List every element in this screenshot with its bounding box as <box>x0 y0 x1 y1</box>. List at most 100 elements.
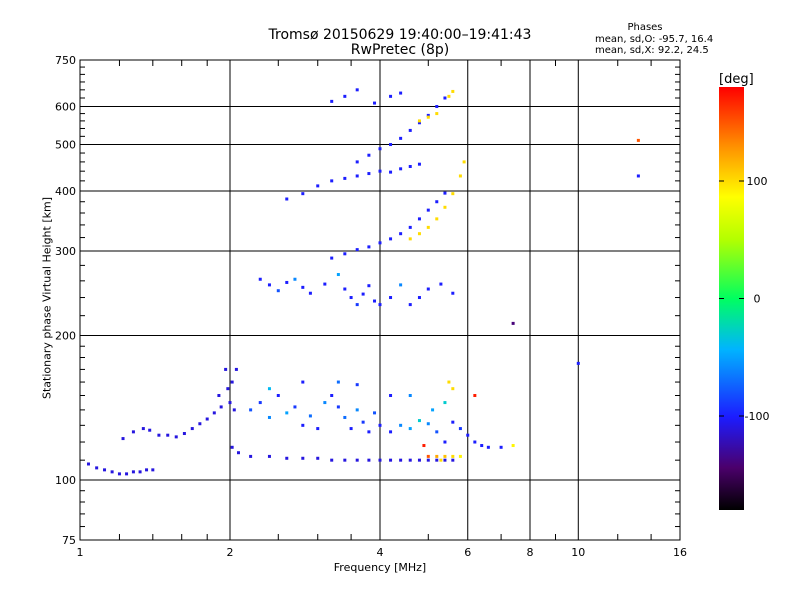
data-point <box>435 112 439 116</box>
data-point <box>323 401 327 405</box>
y-tick-label: 75 <box>62 534 76 547</box>
data-point <box>389 94 393 98</box>
data-point <box>276 289 280 293</box>
data-point <box>378 147 382 151</box>
data-point <box>293 405 297 409</box>
data-point <box>267 283 271 287</box>
data-point <box>426 422 430 426</box>
data-point <box>343 415 347 419</box>
data-point <box>330 458 334 462</box>
data-point <box>232 408 236 412</box>
data-point <box>355 248 359 252</box>
y-tick-label: 100 <box>55 474 76 487</box>
data-point <box>389 237 393 241</box>
data-point <box>417 232 421 236</box>
data-point <box>431 408 435 412</box>
data-point <box>399 458 403 462</box>
data-point <box>399 232 403 236</box>
chart-title: Tromsø 20150629 19:40:00–19:41:43 <box>268 27 532 43</box>
data-point <box>399 91 403 95</box>
data-point <box>417 296 421 300</box>
y-tick-label: 400 <box>55 185 76 198</box>
data-point <box>308 291 312 295</box>
data-point <box>166 433 170 437</box>
data-point <box>373 411 377 415</box>
data-point <box>343 458 347 462</box>
data-point <box>451 89 455 93</box>
data-point <box>511 444 515 448</box>
data-point <box>355 174 359 178</box>
colorbar-tick-label: 100 <box>747 175 768 188</box>
data-point <box>86 462 90 466</box>
data-point <box>145 468 149 472</box>
data-point <box>157 433 161 437</box>
data-point <box>267 415 271 419</box>
data-point <box>95 466 99 470</box>
data-point <box>378 241 382 245</box>
data-point <box>301 192 305 196</box>
data-point <box>336 405 340 409</box>
data-point <box>131 470 135 474</box>
data-point <box>267 454 271 458</box>
data-point <box>316 427 320 431</box>
data-point <box>451 387 455 391</box>
data-point <box>285 456 289 460</box>
data-point <box>451 291 455 295</box>
data-point <box>417 458 421 462</box>
data-point <box>576 361 580 365</box>
chart-subtitle: RwPretec (8p) <box>350 42 450 58</box>
data-point <box>228 401 232 405</box>
data-point <box>367 153 371 157</box>
data-point <box>451 454 455 458</box>
data-point <box>435 105 439 109</box>
data-point <box>234 367 238 371</box>
data-point <box>355 383 359 387</box>
data-point <box>285 280 289 284</box>
data-point <box>174 435 178 439</box>
data-point <box>212 411 216 415</box>
data-point <box>389 394 393 398</box>
data-point <box>426 225 430 229</box>
data-point <box>285 197 289 201</box>
data-point <box>367 458 371 462</box>
data-point <box>447 380 451 384</box>
data-point <box>422 444 426 448</box>
y-tick-label: 750 <box>55 54 76 67</box>
data-point <box>224 367 228 371</box>
data-point <box>301 285 305 289</box>
data-point <box>151 468 155 472</box>
data-point <box>389 430 393 434</box>
data-point <box>121 437 125 441</box>
data-point <box>389 458 393 462</box>
data-point <box>349 427 353 431</box>
y-tick-label: 200 <box>55 330 76 343</box>
data-point <box>451 420 455 424</box>
data-point <box>336 273 340 277</box>
data-point <box>190 427 194 431</box>
data-point <box>451 458 455 462</box>
data-point <box>378 169 382 173</box>
data-point <box>458 174 462 178</box>
data-point <box>480 444 484 448</box>
x-tick-label: 6 <box>464 546 471 559</box>
data-point <box>443 191 447 195</box>
data-point <box>435 458 439 462</box>
data-point <box>462 160 466 164</box>
data-point <box>267 387 271 391</box>
data-point <box>316 456 320 460</box>
data-point <box>408 427 412 431</box>
data-point <box>399 423 403 427</box>
data-point <box>316 184 320 188</box>
data-point <box>439 282 443 286</box>
data-point <box>417 162 421 166</box>
data-point <box>230 445 234 449</box>
data-point <box>219 405 223 409</box>
data-point <box>343 287 347 291</box>
data-point <box>435 217 439 221</box>
data-point <box>447 94 451 98</box>
data-point <box>249 408 253 412</box>
x-axis-label: Frequency [MHz] <box>333 561 427 574</box>
data-point <box>141 427 145 431</box>
data-point <box>389 143 393 147</box>
